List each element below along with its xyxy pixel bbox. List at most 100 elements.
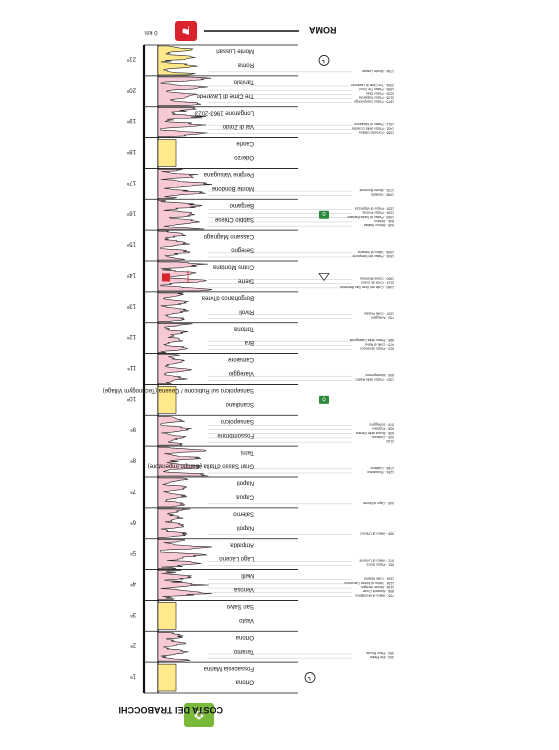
stage-finish: Ortona — [235, 634, 254, 640]
stage-finish: Borgofranco d'Ivrea — [201, 294, 254, 300]
stage-start: Capua — [236, 494, 254, 500]
stage-profile — [157, 539, 213, 569]
climb-label: 635 - Bocca delle Derane — [356, 431, 394, 435]
climb-label: 2113 - Croix de Coeur — [360, 281, 394, 285]
end-block: ⚑ ROMA 0 km — [144, 21, 337, 41]
climb-label: 1875 - Passo Campolongo — [354, 100, 394, 104]
stage-number: 21ª — [126, 55, 136, 62]
climb-label: 805 - Monteperano — [365, 373, 394, 377]
climb-label: 2130 — [386, 439, 394, 443]
stage-start: Napoli — [237, 524, 254, 530]
climb-label: 585 - Passo della Castagnola — [350, 338, 394, 342]
climb-label: 808 - Notarchi Croce — [363, 589, 394, 593]
climb-label: 1136 - Valico di Monte Carruozzo — [344, 581, 394, 585]
end-label: ROMA — [309, 25, 337, 35]
stage-finish: Tortona — [233, 325, 254, 331]
stage-finish: Crans Montana — [212, 264, 254, 270]
stage-row: 18ª Oderzo Caorle — [126, 139, 298, 169]
stage-start: Lago Laceno — [219, 555, 254, 561]
stage-finish: Napoli — [237, 480, 254, 486]
stage-row: 3ª Vasto San Salvo — [130, 602, 298, 632]
stage-finish: Caorle — [236, 140, 254, 146]
svg-text:⏱: ⏱ — [322, 395, 326, 401]
stage-profile — [157, 508, 191, 539]
climb-label: 945 - Mezzo Sabbia — [364, 223, 394, 227]
finish-flag-icon: ⚑ — [181, 23, 192, 37]
climb-label: 2304 - Tre Cime di Lavaredo — [351, 83, 394, 87]
climb-label: 578 - Scheggino — [369, 422, 394, 426]
stage-finish: Bergamo — [229, 202, 254, 208]
time-trial-icon: ⏱ — [319, 210, 329, 219]
climb-label: 1327 - Passo delle Radici — [355, 377, 394, 381]
stage-number: 20ª — [126, 86, 136, 93]
stage-start: Venosa — [233, 586, 254, 592]
stage-start: Rivoli — [239, 308, 254, 314]
stage-profile — [157, 354, 192, 384]
stage-profile — [157, 199, 205, 230]
stage-finish: Cassano Magnago — [203, 233, 254, 239]
stage-start: Teramo — [233, 648, 254, 654]
stage-number: 2ª — [130, 642, 136, 649]
climb-label: 390 - Pizzo Ruiola — [366, 651, 394, 655]
stage-start: Gran Sasso d'Italia (Campo Imperatore) — [148, 463, 254, 469]
svg-text:⏱: ⏱ — [322, 210, 326, 216]
stage-start: Vasto — [238, 617, 254, 623]
stage-number: 15ª — [126, 241, 136, 248]
stage-start: Roma — [237, 62, 254, 68]
stage-profile — [157, 415, 192, 446]
stage-number: 8ª — [130, 457, 136, 464]
climb-label: 1069 - Passo di Santa Barbara — [348, 215, 394, 219]
climb-label: 846 - Selvino — [374, 219, 394, 223]
climb-label: 752 - Ardegami — [371, 316, 394, 320]
stage-number: 3ª — [130, 611, 136, 618]
stage-profile — [157, 663, 177, 692]
time-trial-icon: ⏱ — [319, 395, 329, 404]
stage-start: Fossombrone — [217, 432, 254, 438]
climb-label: 1204 - Passo Portole — [362, 211, 394, 215]
stage-finish: Longarone 1963-2023 — [194, 109, 254, 115]
stage-profile — [157, 570, 212, 600]
climb-label: 445 - Capo di Monte — [363, 501, 394, 505]
stage-profile — [157, 446, 209, 477]
stage-finish: Melfi — [241, 572, 254, 578]
stage-profile — [157, 139, 177, 167]
stage-number: 16ª — [126, 210, 136, 217]
stage-number: 10ª — [126, 395, 136, 402]
climb-label: 1254 - Roccaraso — [367, 470, 394, 474]
climb-label: 1055 - Forcella Cibiana — [359, 131, 394, 135]
stage-finish: Atripalda — [230, 541, 254, 547]
climb-label: 303 - Ete Pietrin — [370, 655, 394, 659]
start-badge — [184, 703, 214, 727]
stage-number: 14ª — [126, 271, 136, 278]
stage-profile — [157, 107, 208, 137]
stage-finish: Salerno — [233, 510, 254, 516]
stage-start: Viareggio — [228, 370, 254, 376]
stage-finish: San Salvo — [226, 603, 254, 609]
stage-row: 7ª 445 - Capo di Monte Capua Napoli — [130, 477, 394, 509]
start-block: ✿ COSTA DEI TRABOCCHI — [119, 703, 223, 727]
climb-label: 1469 - Colle del Gran San Bernardo — [340, 285, 394, 289]
stage-profile — [157, 477, 189, 508]
climb-label: 1904 - Passo del Sempione — [352, 254, 394, 258]
climb-label: 1058 - Santella — [371, 192, 394, 196]
climb-label: 1729 - Monte Bondone — [359, 188, 394, 192]
climb-label: 475 - Colle di Nava — [365, 342, 394, 346]
climb-label: 951 - Passo Serra — [367, 563, 394, 567]
stage-number: 13ª — [126, 302, 136, 309]
stage-row: 6ª 565 - Valico di Chiunzi Napoli Salerno — [130, 508, 394, 540]
start-flag-icon: ✿ — [194, 708, 204, 722]
end-badge — [175, 21, 197, 41]
stage-profile — [157, 323, 193, 353]
climb-label: 1012 - Passo di Staulanza — [354, 122, 394, 126]
stage-number: 19ª — [126, 117, 136, 124]
stage-number: 6ª — [130, 518, 136, 525]
stage-finish: Fossacesia Marina — [203, 665, 254, 671]
climb-label: 1900 - Crans Montana — [360, 276, 394, 280]
stage-profile — [157, 76, 212, 107]
stage-start: Tre Cime di Lavaredo — [196, 92, 254, 98]
climb-label: 1431 - Passo della Crosetta — [352, 126, 394, 130]
